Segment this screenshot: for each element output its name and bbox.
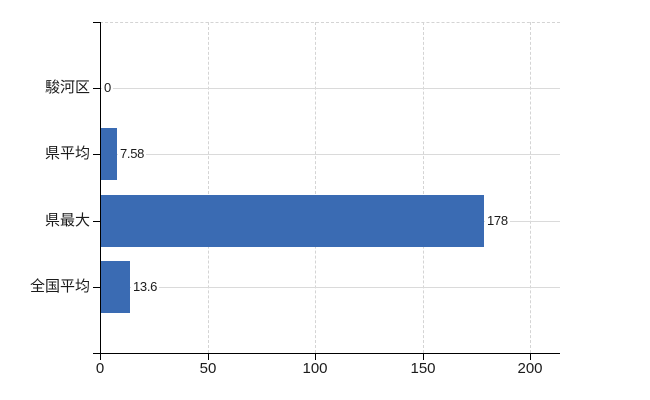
- y-axis-tick: [93, 221, 100, 222]
- y-axis-tick: [93, 154, 100, 155]
- plot-top-border: [100, 22, 560, 23]
- category-gridline: [100, 154, 560, 155]
- x-tick-label: 50: [199, 360, 217, 377]
- bar-value-label: 7.58: [118, 146, 147, 162]
- x-tick-label: 200: [517, 360, 543, 377]
- vertical-gridline: [530, 22, 531, 353]
- x-axis-tick: [315, 354, 316, 360]
- y-axis-tick: [93, 22, 100, 23]
- vertical-gridline: [423, 22, 424, 353]
- category-label: 県平均: [44, 145, 90, 162]
- x-axis-tick: [100, 354, 101, 360]
- category-label: 県最大: [44, 212, 90, 229]
- x-tick-label: 100: [302, 360, 328, 377]
- category-label: 全国平均: [29, 278, 90, 295]
- category-gridline: [100, 88, 560, 89]
- y-axis-line: [100, 22, 101, 353]
- category-label: 駿河区: [44, 79, 90, 96]
- y-axis-tick: [93, 88, 100, 89]
- bar: [101, 261, 130, 313]
- bar-value-label: 178: [485, 213, 510, 229]
- bar: [101, 128, 117, 180]
- bar-value-label: 0: [102, 80, 113, 96]
- category-gridline: [100, 287, 560, 288]
- x-tick-label: 0: [95, 360, 105, 377]
- vertical-gridline: [315, 22, 316, 353]
- x-axis-tick: [208, 354, 209, 360]
- x-axis-tick: [530, 354, 531, 360]
- x-tick-label: 150: [410, 360, 436, 377]
- vertical-gridline: [208, 22, 209, 353]
- x-axis-tick: [423, 354, 424, 360]
- y-axis-tick: [93, 287, 100, 288]
- bar-value-label: 13.6: [131, 279, 160, 295]
- x-axis-line: [93, 353, 560, 354]
- bar: [101, 195, 484, 247]
